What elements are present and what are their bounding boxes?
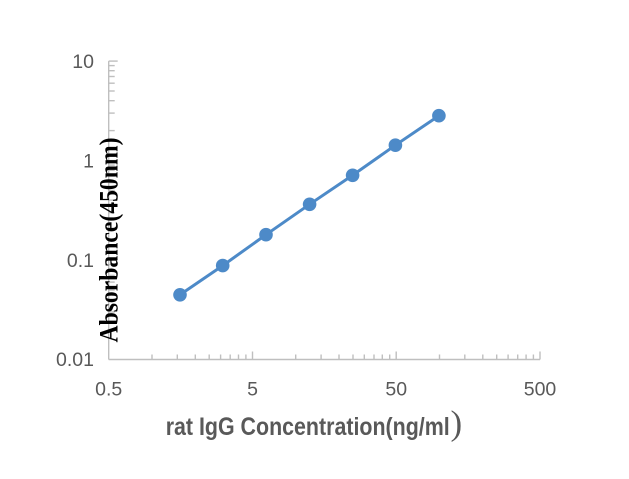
svg-text:0.5: 0.5 [95,379,122,401]
svg-text:0.1: 0.1 [67,250,94,272]
svg-text:rat IgG Concentration(ng/ml: rat IgG Concentration(ng/ml [166,413,450,441]
svg-text:1: 1 [83,151,94,173]
svg-text:0.01: 0.01 [56,349,94,371]
svg-text:500: 500 [524,379,557,401]
svg-text:50: 50 [385,379,407,401]
svg-text:): ) [451,404,463,443]
svg-text:5: 5 [247,379,258,401]
svg-text:Absorbance(450nm): Absorbance(450nm) [95,138,124,343]
svg-text:10: 10 [72,51,94,73]
